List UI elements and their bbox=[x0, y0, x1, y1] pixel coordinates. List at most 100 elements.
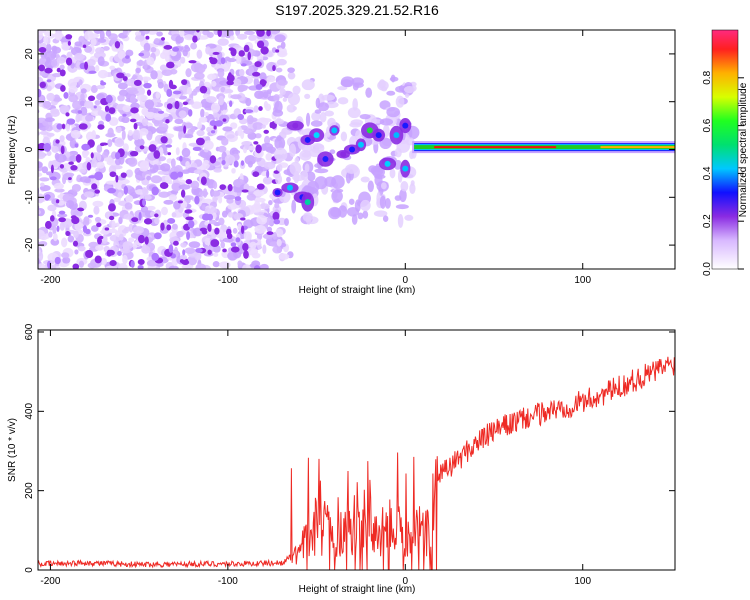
noise-blob bbox=[122, 113, 127, 117]
snr-frame bbox=[37, 329, 676, 571]
noise-blob bbox=[71, 216, 80, 225]
noise-blob bbox=[193, 88, 201, 93]
transition-blob bbox=[304, 93, 311, 100]
noise-blob bbox=[275, 228, 284, 238]
noise-blob bbox=[76, 60, 81, 69]
noise-blob bbox=[212, 181, 218, 190]
noise-blob bbox=[223, 89, 234, 94]
noise-blob bbox=[121, 56, 132, 64]
noise-blob bbox=[59, 64, 65, 70]
noise-blob bbox=[194, 63, 206, 74]
noise-blob bbox=[69, 155, 78, 162]
noise-blob bbox=[142, 30, 151, 35]
noise-blob bbox=[150, 175, 162, 184]
noise-blob bbox=[233, 160, 239, 168]
noise-blob bbox=[38, 151, 46, 160]
noise-blob bbox=[239, 125, 249, 130]
transition-blob bbox=[381, 86, 388, 92]
noise-blob bbox=[55, 139, 60, 144]
noise-blob bbox=[67, 235, 75, 243]
transition-blob bbox=[276, 135, 282, 142]
transition-blob bbox=[394, 195, 402, 201]
noise-blob bbox=[188, 100, 195, 105]
noise-blob bbox=[150, 46, 157, 53]
noise-blob bbox=[249, 241, 257, 249]
noise-blob bbox=[236, 33, 248, 40]
noise-blob bbox=[84, 61, 89, 70]
noise-blob bbox=[130, 260, 135, 268]
noise-blob bbox=[50, 59, 58, 67]
noise-blob bbox=[51, 145, 59, 153]
noise-blob bbox=[266, 226, 273, 233]
noise-blob bbox=[165, 144, 173, 148]
noise-blob bbox=[204, 111, 209, 117]
noise-blob bbox=[188, 60, 197, 64]
noise-blob bbox=[221, 137, 229, 146]
transition-blob bbox=[310, 120, 323, 127]
noise-blob bbox=[182, 49, 188, 57]
noise-blob bbox=[207, 31, 214, 39]
noise-blob bbox=[259, 72, 267, 81]
noise-blob bbox=[117, 82, 128, 90]
noise-blob bbox=[184, 209, 193, 214]
transition-blob bbox=[368, 165, 378, 173]
noise-blob bbox=[109, 65, 116, 71]
noise-blob bbox=[94, 216, 102, 223]
noise-blob bbox=[38, 46, 47, 53]
noise-blob bbox=[261, 143, 267, 151]
transition-core bbox=[304, 136, 311, 143]
noise-blob bbox=[57, 213, 68, 218]
noise-blob bbox=[226, 134, 235, 139]
noise-blob bbox=[169, 84, 177, 90]
noise-blob bbox=[171, 212, 177, 218]
noise-blob bbox=[91, 159, 98, 168]
noise-blob bbox=[185, 68, 192, 78]
noise-blob bbox=[137, 265, 144, 269]
noise-blob bbox=[279, 88, 286, 96]
noise-blob bbox=[61, 252, 70, 259]
transition-core bbox=[349, 146, 356, 153]
noise-blob bbox=[168, 244, 174, 253]
transition-blob bbox=[338, 205, 348, 218]
noise-blob bbox=[235, 54, 242, 64]
noise-blob bbox=[243, 231, 252, 241]
noise-blob bbox=[88, 33, 100, 39]
noise-blob bbox=[272, 245, 282, 254]
noise-blob bbox=[43, 35, 49, 44]
transition-core bbox=[286, 184, 293, 191]
noise-blob bbox=[105, 113, 112, 122]
noise-blob bbox=[168, 194, 177, 201]
noise-blob bbox=[208, 223, 212, 232]
noise-blob bbox=[72, 240, 79, 247]
noise-blob bbox=[166, 61, 175, 69]
noise-blob bbox=[42, 120, 49, 126]
noise-blob bbox=[52, 72, 62, 78]
noise-blob bbox=[218, 217, 225, 226]
noise-blob bbox=[71, 183, 82, 193]
transition-core bbox=[313, 132, 320, 139]
noise-blob bbox=[214, 120, 224, 127]
noise-blob bbox=[269, 241, 279, 247]
noise-blob bbox=[44, 194, 51, 200]
noise-blob bbox=[43, 142, 52, 152]
noise-blob bbox=[145, 35, 150, 40]
noise-blob bbox=[254, 90, 264, 100]
noise-blob bbox=[90, 37, 97, 46]
noise-blob bbox=[204, 237, 212, 246]
noise-blob bbox=[168, 265, 179, 269]
noise-blob bbox=[210, 102, 221, 113]
noise-blob bbox=[179, 30, 185, 38]
spectrogram-y-tick-label: 20 bbox=[24, 48, 35, 60]
noise-blob bbox=[192, 146, 202, 152]
noise-blob bbox=[196, 129, 205, 137]
noise-blob bbox=[253, 141, 259, 145]
noise-blob bbox=[160, 136, 168, 144]
snr-series-line bbox=[38, 356, 675, 570]
noise-blob bbox=[83, 216, 90, 224]
noise-blob bbox=[230, 242, 237, 247]
noise-blob bbox=[217, 30, 222, 38]
noise-blob bbox=[253, 265, 261, 269]
noise-blob bbox=[180, 56, 186, 64]
noise-blob bbox=[186, 86, 193, 95]
